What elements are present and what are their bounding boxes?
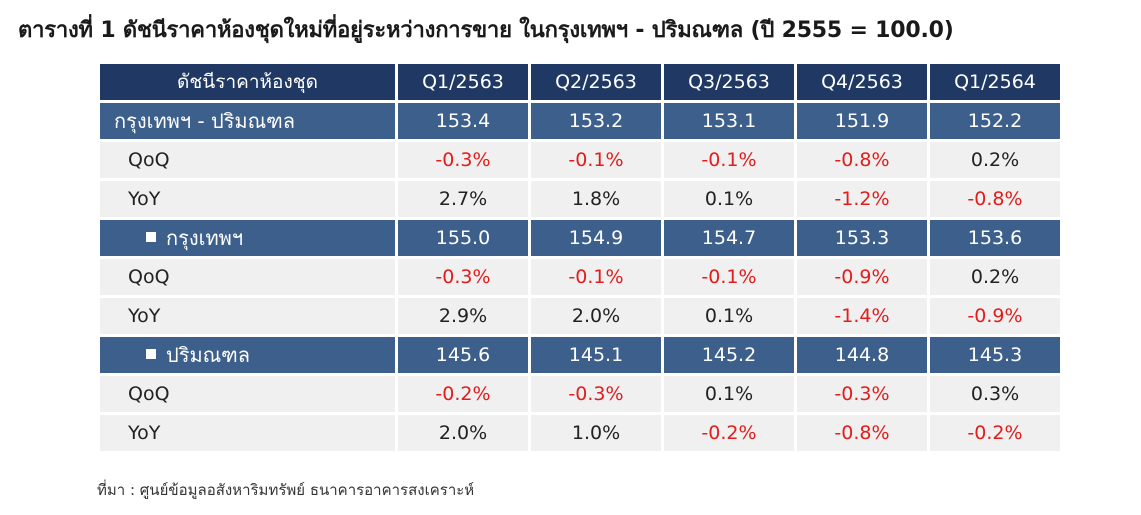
header-cell: Q3/2563 [664, 64, 794, 100]
row-label: กรุงเทพฯ [100, 220, 395, 256]
header-cell: ดัชนีราคาห้องชุด [100, 64, 395, 100]
table-title: ตารางที่ 1 ดัชนีราคาห้องชุดใหม่ที่อยู่ระ… [18, 18, 954, 43]
value-cell: 145.2 [664, 337, 794, 373]
square-bullet-icon [146, 349, 156, 359]
value-cell: -0.1% [531, 259, 661, 295]
value-cell: 154.7 [664, 220, 794, 256]
row-label: QoQ [100, 142, 395, 178]
row-label: YoY [100, 415, 395, 451]
value-cell: 2.7% [398, 181, 528, 217]
price-index-table: ดัชนีราคาห้องชุด Q1/2563 Q2/2563 Q3/2563… [97, 61, 1063, 454]
header-cell: Q1/2563 [398, 64, 528, 100]
value-cell: 1.8% [531, 181, 661, 217]
table-row: QoQ -0.2% -0.3% 0.1% -0.3% 0.3% [100, 376, 1060, 412]
table-row: QoQ -0.3% -0.1% -0.1% -0.8% 0.2% [100, 142, 1060, 178]
header-cell: Q2/2563 [531, 64, 661, 100]
row-label: กรุงเทพฯ - ปริมณฑล [100, 103, 395, 139]
row-label: YoY [100, 298, 395, 334]
value-cell: 0.1% [664, 181, 794, 217]
value-cell: -0.3% [531, 376, 661, 412]
square-bullet-icon [146, 232, 156, 242]
row-label: YoY [100, 181, 395, 217]
table-row-group: กรุงเทพฯ - ปริมณฑล 153.4 153.2 153.1 151… [100, 103, 1060, 139]
table-row-group: กรุงเทพฯ 155.0 154.9 154.7 153.3 153.6 [100, 220, 1060, 256]
value-cell: 2.9% [398, 298, 528, 334]
value-cell: 155.0 [398, 220, 528, 256]
header-cell: Q4/2563 [797, 64, 927, 100]
table-row: YoY 2.9% 2.0% 0.1% -1.4% -0.9% [100, 298, 1060, 334]
row-label-text: กรุงเทพฯ [166, 226, 244, 250]
value-cell: 145.6 [398, 337, 528, 373]
row-label: QoQ [100, 376, 395, 412]
header-row: ดัชนีราคาห้องชุด Q1/2563 Q2/2563 Q3/2563… [100, 64, 1060, 100]
value-cell: 0.2% [930, 259, 1060, 295]
value-cell: -0.1% [664, 259, 794, 295]
value-cell: 0.1% [664, 376, 794, 412]
table-row: QoQ -0.3% -0.1% -0.1% -0.9% 0.2% [100, 259, 1060, 295]
value-cell: 0.3% [930, 376, 1060, 412]
value-cell: 154.9 [531, 220, 661, 256]
row-label-text: ปริมณฑล [166, 343, 251, 367]
value-cell: 145.3 [930, 337, 1060, 373]
source-note: ที่มา : ศูนย์ข้อมูลอสังหาริมทรัพย์ ธนาคา… [97, 481, 475, 499]
value-cell: 153.4 [398, 103, 528, 139]
value-cell: -0.9% [797, 259, 927, 295]
value-cell: 153.6 [930, 220, 1060, 256]
value-cell: -0.8% [930, 181, 1060, 217]
value-cell: -1.2% [797, 181, 927, 217]
value-cell: 0.2% [930, 142, 1060, 178]
value-cell: 151.9 [797, 103, 927, 139]
value-cell: 144.8 [797, 337, 927, 373]
row-label: QoQ [100, 259, 395, 295]
value-cell: -0.1% [531, 142, 661, 178]
value-cell: -0.2% [930, 415, 1060, 451]
value-cell: 153.3 [797, 220, 927, 256]
value-cell: 145.1 [531, 337, 661, 373]
value-cell: -0.2% [664, 415, 794, 451]
value-cell: -0.9% [930, 298, 1060, 334]
value-cell: -0.8% [797, 415, 927, 451]
value-cell: 153.1 [664, 103, 794, 139]
value-cell: 153.2 [531, 103, 661, 139]
table-row: YoY 2.7% 1.8% 0.1% -1.2% -0.8% [100, 181, 1060, 217]
value-cell: -0.3% [797, 376, 927, 412]
table-row: YoY 2.0% 1.0% -0.2% -0.8% -0.2% [100, 415, 1060, 451]
value-cell: -1.4% [797, 298, 927, 334]
value-cell: 2.0% [398, 415, 528, 451]
header-cell: Q1/2564 [930, 64, 1060, 100]
value-cell: 0.1% [664, 298, 794, 334]
value-cell: -0.8% [797, 142, 927, 178]
value-cell: -0.3% [398, 259, 528, 295]
value-cell: 152.2 [930, 103, 1060, 139]
value-cell: -0.3% [398, 142, 528, 178]
value-cell: -0.2% [398, 376, 528, 412]
value-cell: 2.0% [531, 298, 661, 334]
value-cell: 1.0% [531, 415, 661, 451]
value-cell: -0.1% [664, 142, 794, 178]
table-row-group: ปริมณฑล 145.6 145.1 145.2 144.8 145.3 [100, 337, 1060, 373]
row-label: ปริมณฑล [100, 337, 395, 373]
